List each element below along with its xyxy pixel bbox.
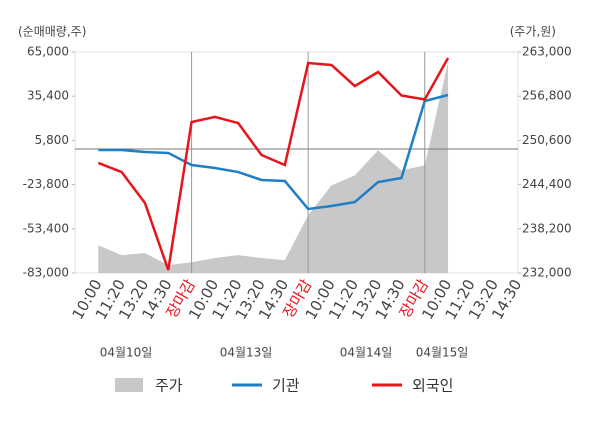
legend-label: 주가	[155, 377, 183, 395]
y2-tick-label: 232,000	[522, 266, 572, 280]
y-tick-label: 65,000	[27, 45, 69, 59]
price-area	[98, 61, 449, 273]
y2-tick-label: 250,600	[522, 133, 572, 147]
date-label: 04월14일	[340, 346, 393, 360]
y2-tick-label: 263,000	[522, 45, 572, 59]
y2-tick-label: 244,400	[522, 177, 572, 191]
legend-swatch	[115, 378, 143, 392]
y-axis-label: (순매매량,주)	[18, 25, 86, 39]
date-label: 04월10일	[100, 346, 153, 360]
legend-label: 기관	[272, 377, 300, 395]
y2-tick-label: 238,200	[522, 221, 572, 235]
y-tick-label: 5,800	[35, 133, 69, 147]
y2-tick-label: 256,800	[522, 89, 572, 103]
series-line	[97, 57, 450, 271]
y-tick-label: -83,000	[23, 266, 69, 280]
legend-label: 외국인	[412, 377, 453, 395]
y-tick-label: -53,400	[23, 221, 69, 235]
series-line	[98, 93, 449, 211]
y-tick-label: -23,800	[23, 177, 69, 191]
y2-axis-label: (주가,원)	[510, 25, 556, 39]
y-tick-label: 35,400	[27, 89, 69, 103]
date-label: 04월15일	[416, 346, 469, 360]
date-label: 04월13일	[220, 346, 273, 360]
